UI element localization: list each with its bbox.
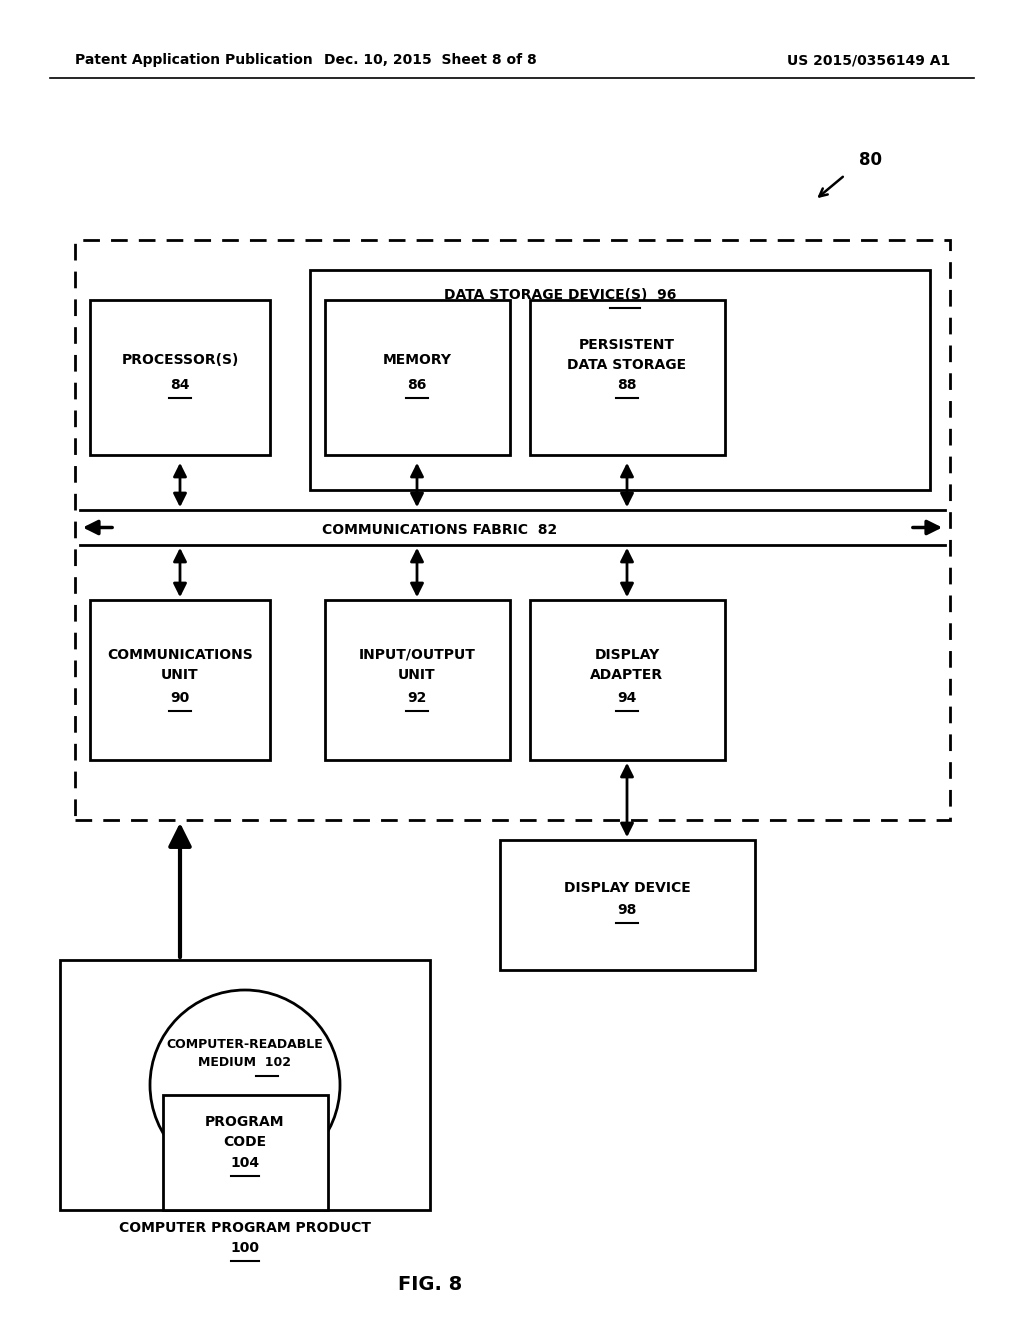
Bar (500, 840, 755, 970)
Text: DISPLAY: DISPLAY (594, 648, 659, 663)
Text: MEDIUM  102: MEDIUM 102 (199, 1056, 292, 1069)
Text: ADAPTER: ADAPTER (591, 668, 664, 682)
Text: US 2015/0356149 A1: US 2015/0356149 A1 (786, 53, 950, 67)
Bar (530, 300, 725, 455)
Bar (60, 960, 430, 1210)
Text: CODE: CODE (223, 1135, 266, 1148)
Text: COMPUTER PROGRAM PRODUCT: COMPUTER PROGRAM PRODUCT (119, 1221, 371, 1236)
Bar (90, 300, 270, 455)
Text: 92: 92 (408, 690, 427, 705)
Text: COMPUTER-READABLE: COMPUTER-READABLE (167, 1039, 324, 1052)
Bar (325, 300, 510, 455)
Bar (163, 1096, 328, 1210)
Bar (75, 240, 950, 820)
Text: 100: 100 (230, 1241, 259, 1255)
Text: INPUT/OUTPUT: INPUT/OUTPUT (358, 648, 475, 663)
Text: UNIT: UNIT (398, 668, 436, 682)
Text: 80: 80 (858, 150, 882, 169)
Text: 90: 90 (170, 690, 189, 705)
Text: DATA STORAGE DEVICE(S)  96: DATA STORAGE DEVICE(S) 96 (443, 288, 676, 302)
Text: 94: 94 (617, 690, 637, 705)
Text: FIG. 8: FIG. 8 (398, 1275, 462, 1295)
Text: DISPLAY DEVICE: DISPLAY DEVICE (563, 880, 690, 895)
Text: DATA STORAGE: DATA STORAGE (567, 358, 686, 372)
Ellipse shape (150, 990, 340, 1180)
Bar (325, 601, 510, 760)
Text: 88: 88 (617, 378, 637, 392)
Text: 104: 104 (230, 1156, 259, 1170)
Text: 84: 84 (170, 378, 189, 392)
Text: Patent Application Publication: Patent Application Publication (75, 53, 312, 67)
Bar (530, 601, 725, 760)
Text: Dec. 10, 2015  Sheet 8 of 8: Dec. 10, 2015 Sheet 8 of 8 (324, 53, 537, 67)
Text: PERSISTENT: PERSISTENT (579, 338, 675, 352)
Text: PROGRAM: PROGRAM (205, 1115, 285, 1129)
Text: UNIT: UNIT (161, 668, 199, 682)
Text: 86: 86 (408, 378, 427, 392)
Bar (310, 271, 930, 490)
Text: MEMORY: MEMORY (383, 352, 452, 367)
Text: COMMUNICATIONS FABRIC  82: COMMUNICATIONS FABRIC 82 (323, 523, 558, 536)
Text: 98: 98 (617, 903, 637, 917)
Text: PROCESSOR(S): PROCESSOR(S) (121, 352, 239, 367)
Bar (90, 601, 270, 760)
Text: COMMUNICATIONS: COMMUNICATIONS (108, 648, 253, 663)
